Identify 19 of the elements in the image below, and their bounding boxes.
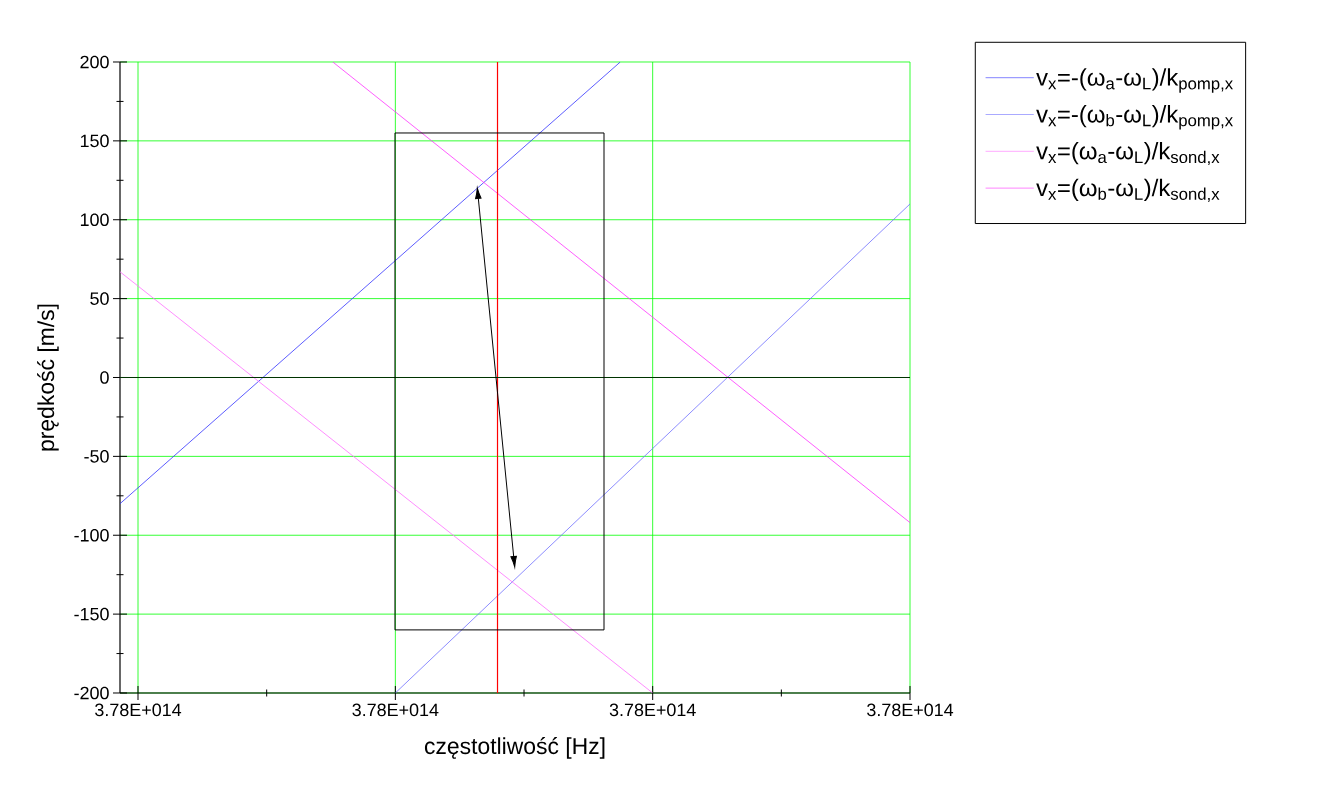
y-tick-label: -100 <box>74 528 109 542</box>
legend-label: v$_{x}$=(ω$_{b}$-ω$_{L}$)/k$_{sond,x}$ <box>1036 178 1220 202</box>
y-tick-label: -150 <box>74 607 109 621</box>
x-tick-label: 3.78E+014 <box>352 703 439 717</box>
x-axis-title: częstotliwość [Hz] <box>424 737 605 759</box>
y-tick-label: 150 <box>80 134 109 148</box>
y-tick-label: 0 <box>100 371 109 384</box>
y-axis-title: prędkość [m/s] <box>37 304 59 451</box>
legend-label: v$_{x}$=-(ω$_{b}$-ω$_{L}$)/k$_{pomp,x}$ <box>1036 105 1233 130</box>
legend-label: v$_{x}$=(ω$_{a}$-ω$_{L}$)/k$_{sond,x}$ <box>1036 141 1220 166</box>
y-tick-label: 50 <box>90 292 109 305</box>
y-tick-label: -50 <box>84 450 109 463</box>
x-tick-label: 3.78E+014 <box>609 703 696 717</box>
legend-label: v$_{x}$=-(ω$_{a}$-ω$_{L}$)/k$_{pomp,x}$ <box>1036 68 1233 93</box>
y-tick-label: 200 <box>80 55 109 69</box>
x-tick-label: 3.78E+014 <box>867 703 954 717</box>
y-tick-label: 100 <box>80 213 109 227</box>
y-tick-label: -200 <box>74 686 109 700</box>
x-tick-label: 3.78E+014 <box>95 703 182 717</box>
